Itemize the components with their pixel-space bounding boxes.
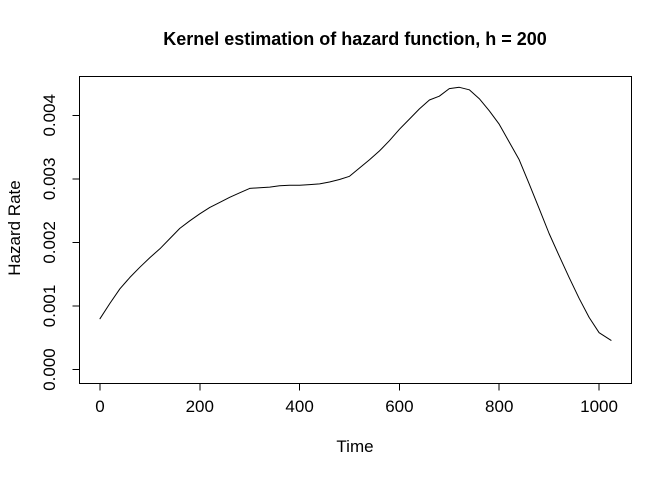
y-axis-title: Hazard Rate [5,180,24,275]
x-tick-label: 800 [485,397,513,416]
x-tick-label: 1000 [580,397,618,416]
y-axis-ticks: 0.000 0.001 0.002 0.003 0.004 [40,94,80,391]
plot-border [79,76,632,384]
y-tick-label: 0.004 [40,94,59,137]
hazard-curve-line [99,86,612,341]
chart-title: Kernel estimation of hazard function, h … [163,29,547,49]
x-axis-ticks: 0 200 400 600 800 1000 [95,383,618,416]
y-tick-label: 0.000 [40,348,59,391]
y-tick-label: 0.003 [40,158,59,201]
x-tick-label: 0 [95,397,104,416]
y-tick-label: 0.002 [40,221,59,264]
x-tick-label: 400 [285,397,313,416]
x-tick-label: 600 [385,397,413,416]
x-tick-label: 200 [186,397,214,416]
y-tick-label: 0.001 [40,285,59,328]
x-axis-title: Time [336,437,373,456]
